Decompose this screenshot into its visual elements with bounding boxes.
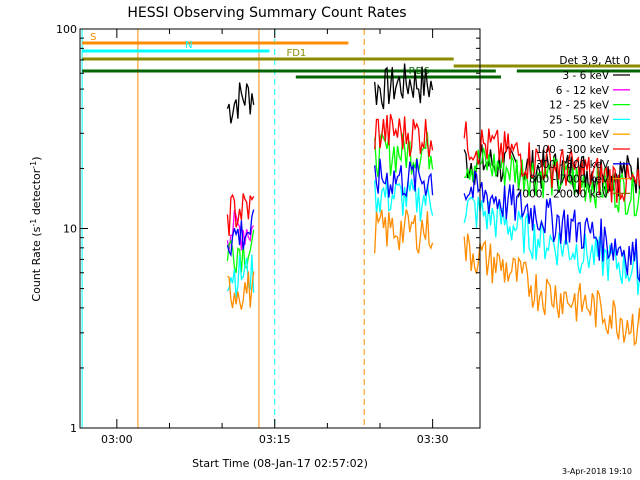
- plot-area: SNFD1FD2RD6: [81, 29, 640, 428]
- y-axis-label-mid: detector: [30, 168, 43, 218]
- timestamp: 3-Apr-2018 19:10: [562, 467, 632, 476]
- x-tick-label-1: 03:15: [259, 433, 291, 446]
- legend: Det 3,9, Att 0 3 - 6 keV 6 - 12 keV 12 - 2…: [516, 55, 630, 200]
- series-5-segment-1: [374, 114, 434, 157]
- legend-label-4: 50 - 100 keV: [542, 129, 609, 141]
- legend-title: Det 3,9, Att 0: [559, 55, 630, 67]
- flag-label-fd1: FD1: [286, 48, 306, 59]
- plot-frame: [79, 28, 481, 429]
- y-axis-label-sup1: -1: [29, 219, 38, 227]
- legend-label-6: 300 - 800 keV: [536, 159, 610, 171]
- series-3-segment-1: [374, 178, 434, 222]
- legend-label-8: 7000 - 20000 keV: [516, 188, 610, 200]
- series-7-segment-1: [374, 209, 434, 254]
- series-0-segment-0: [226, 82, 255, 124]
- y-tick-label-2: 100: [56, 23, 77, 36]
- series-7-segment-0: [227, 271, 255, 310]
- series-6-segment-0: [226, 209, 255, 258]
- series-3-segment-2: [463, 196, 640, 296]
- flag-label-rd6: RD6: [409, 66, 430, 77]
- axes: 1 10 100 03:00 03:15 03:30: [56, 23, 481, 446]
- series-5-segment-2: [463, 121, 640, 203]
- series-5-segment-0: [226, 193, 255, 237]
- series-2-segment-2: [464, 147, 640, 217]
- legend-label-3: 25 - 50 keV: [549, 114, 610, 126]
- x-tick-label-2: 03:30: [417, 433, 449, 446]
- y-axis-label-end: ): [30, 156, 43, 160]
- y-axis-label: Count Rate (s-1 detector-1): [29, 156, 44, 301]
- series-0-segment-2: [463, 144, 640, 197]
- y-tick-label-1: 10: [63, 223, 77, 236]
- x-axis-label: Start Time (08-Jan-17 02:57:02): [192, 457, 368, 470]
- flag-label-n: N: [185, 40, 192, 51]
- legend-label-2: 12 - 25 keV: [549, 100, 610, 112]
- y-axis-label-sup2: -1: [29, 161, 38, 169]
- series-7-segment-2: [463, 233, 640, 347]
- legend-label-1: 6 - 12 keV: [556, 85, 610, 97]
- flag-label-s: S: [90, 32, 96, 43]
- series-6-segment-2: [463, 170, 640, 283]
- legend-label-0: 3 - 6 keV: [562, 70, 609, 82]
- x-tick-label-0: 03:00: [101, 433, 133, 446]
- series-0-segment-1: [374, 63, 434, 110]
- legend-label-5: 100 - 300 keV: [536, 144, 610, 156]
- legend-label-7: 800 - 7000 keV: [529, 174, 610, 186]
- series-6-segment-1: [374, 158, 434, 198]
- chart-title: HESSI Observing Summary Count Rates: [127, 5, 406, 21]
- y-axis-label-main: Count Rate (s: [30, 226, 43, 301]
- y-tick-label-0: 1: [70, 422, 77, 435]
